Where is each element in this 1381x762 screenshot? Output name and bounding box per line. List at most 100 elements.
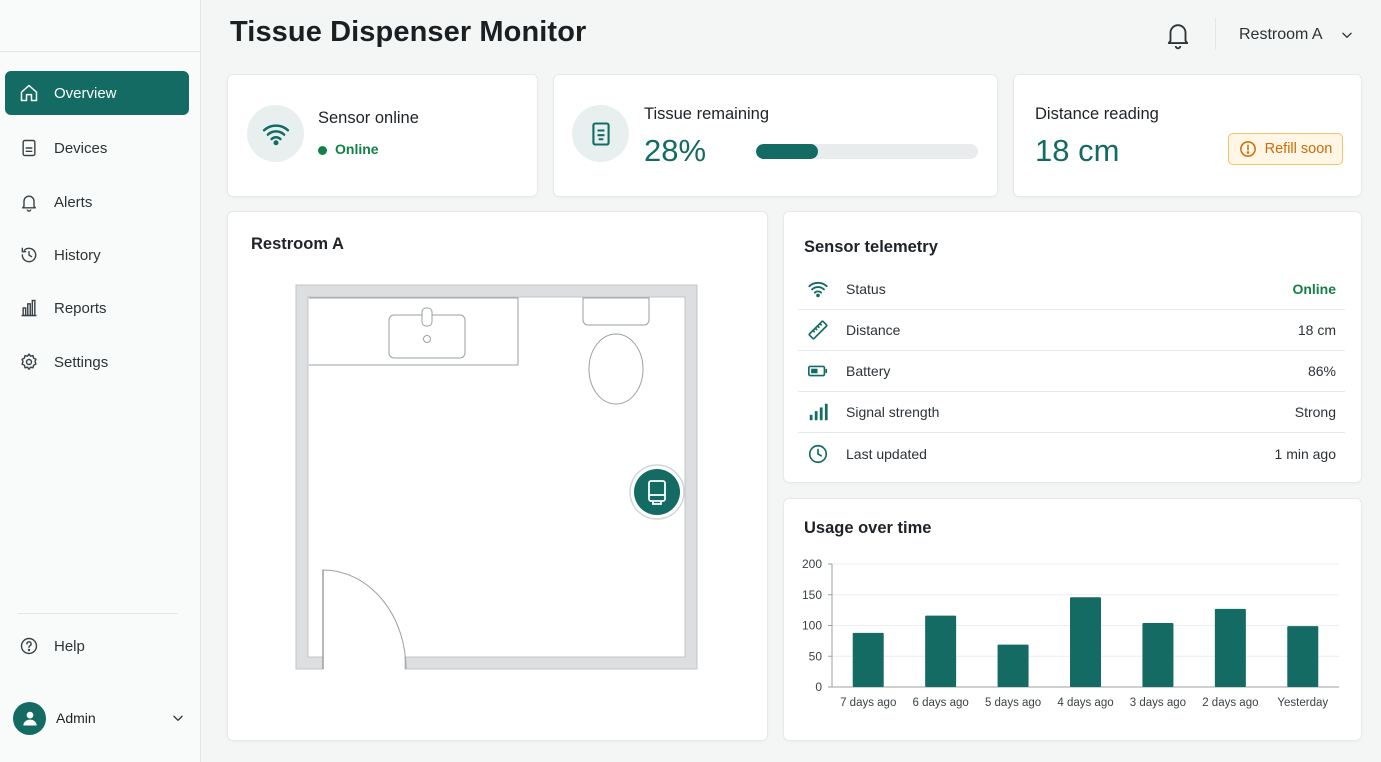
bar bbox=[1142, 623, 1174, 687]
user-icon bbox=[22, 711, 37, 726]
ruler-icon bbox=[808, 320, 828, 340]
location-select-value: Restroom A bbox=[1239, 26, 1323, 43]
sidebar: Overview Devices Alerts History Reports … bbox=[0, 0, 201, 762]
distance-reading-label: Distance reading bbox=[1035, 105, 1159, 123]
x-tick-label: 4 days ago bbox=[1057, 697, 1113, 709]
telemetry-row-status: Status Online bbox=[798, 269, 1345, 310]
online-dot bbox=[318, 145, 327, 155]
bar bbox=[1214, 608, 1246, 687]
sidebar-item-label: History bbox=[54, 246, 101, 264]
telemetry-row-distance: Distance 18 cm bbox=[798, 310, 1345, 351]
sensor-status-value: Online bbox=[335, 141, 379, 157]
refill-soon-badge: Refill soon bbox=[1228, 133, 1343, 165]
warning-icon bbox=[1239, 141, 1256, 157]
notifications-button[interactable] bbox=[1164, 20, 1192, 50]
y-tick-label: 100 bbox=[802, 619, 822, 633]
telemetry-label: Last updated bbox=[846, 445, 927, 462]
wifi-icon-circle bbox=[247, 105, 304, 162]
user-name: Admin bbox=[56, 710, 96, 726]
refill-soon-text: Refill soon bbox=[1264, 141, 1333, 157]
help-icon bbox=[20, 637, 38, 655]
bar bbox=[1070, 597, 1101, 687]
location-select[interactable]: Restroom A bbox=[1239, 22, 1354, 48]
bar bbox=[852, 632, 884, 687]
sidebar-item-label: Overview bbox=[54, 84, 117, 102]
door-swing bbox=[322, 569, 407, 670]
user-menu[interactable]: Admin bbox=[13, 701, 185, 735]
page-title: Tissue Dispenser Monitor bbox=[230, 16, 587, 48]
distance-reading-card: Distance reading 18 cm Refill soon bbox=[1013, 74, 1362, 197]
x-tick-label: 3 days ago bbox=[1130, 697, 1186, 709]
telemetry-row-battery: Battery 86% bbox=[798, 351, 1345, 392]
chevron-down-icon bbox=[1341, 32, 1352, 38]
sidebar-item-label: Alerts bbox=[54, 193, 93, 211]
y-tick-label: 50 bbox=[809, 649, 823, 663]
telemetry-label: Distance bbox=[846, 322, 901, 338]
toilet-tank bbox=[582, 297, 650, 326]
dispenser-icon bbox=[591, 121, 610, 146]
x-tick-label: 2 days ago bbox=[1202, 697, 1258, 709]
y-tick-label: 200 bbox=[802, 557, 822, 571]
sidebar-item-label: Reports bbox=[54, 299, 107, 317]
sidebar-item-alerts[interactable]: Alerts bbox=[5, 180, 189, 224]
bar-chart-icon bbox=[21, 299, 37, 317]
battery-icon bbox=[808, 365, 828, 377]
bar bbox=[997, 644, 1029, 687]
sidebar-item-label: Settings bbox=[54, 353, 109, 371]
dispenser-icon-circle bbox=[572, 105, 629, 162]
wifi-icon bbox=[808, 281, 828, 298]
telemetry-label: Battery bbox=[846, 363, 891, 379]
avatar bbox=[13, 701, 46, 735]
status-badge: Online bbox=[318, 141, 379, 157]
sidebar-item-overview[interactable]: Overview bbox=[5, 71, 189, 115]
dispenser-marker bbox=[634, 469, 680, 515]
sidebar-item-label: Devices bbox=[54, 139, 108, 157]
sidebar-item-history[interactable]: History bbox=[5, 233, 189, 277]
bell-icon bbox=[1167, 24, 1189, 50]
tissue-progress-fill bbox=[756, 144, 819, 159]
usage-chart-card: Usage over time 0 50 100 150 200 7 days ago 6 … bbox=[783, 498, 1362, 741]
telemetry-title: Sensor telemetry bbox=[804, 238, 938, 256]
telemetry-value: Online bbox=[1292, 281, 1336, 297]
x-tick-label: 7 days ago bbox=[840, 697, 896, 709]
wifi-icon bbox=[262, 123, 289, 145]
device-icon bbox=[22, 139, 36, 157]
telemetry-value: 86% bbox=[1307, 363, 1336, 379]
sidebar-item-devices[interactable]: Devices bbox=[5, 126, 189, 170]
clock-icon bbox=[808, 444, 828, 463]
floorplan-title: Restroom A bbox=[251, 235, 344, 253]
tissue-remaining-card: Tissue remaining 28% bbox=[553, 74, 998, 197]
sensor-status-card: Sensor online Online bbox=[227, 74, 538, 197]
y-tick-label: 150 bbox=[802, 588, 822, 602]
telemetry-row-last-updated: Last updated 1 min ago bbox=[798, 433, 1345, 474]
distance-reading-value: 18 cm bbox=[1035, 133, 1120, 168]
telemetry-label: Status bbox=[846, 281, 886, 297]
telemetry-row-signal: Signal strength Strong bbox=[798, 392, 1345, 433]
sensor-status-label: Sensor online bbox=[318, 109, 419, 127]
sidebar-item-settings[interactable]: Settings bbox=[5, 340, 189, 384]
tissue-remaining-value: 28% bbox=[644, 133, 707, 168]
drain bbox=[423, 335, 431, 343]
home-icon bbox=[20, 84, 38, 102]
tissue-progress-bar bbox=[756, 144, 978, 159]
sidebar-divider bbox=[0, 51, 200, 52]
sidebar-item-label: Help bbox=[54, 637, 85, 655]
telemetry-label: Signal strength bbox=[846, 404, 940, 420]
dispenser-icon bbox=[648, 480, 666, 505]
x-tick-label: 5 days ago bbox=[985, 697, 1041, 709]
toilet-bowl bbox=[588, 333, 644, 405]
x-tick-label: Yesterday bbox=[1277, 697, 1328, 709]
bar bbox=[1287, 626, 1319, 687]
usage-chart-title: Usage over time bbox=[804, 519, 932, 537]
tissue-remaining-label: Tissue remaining bbox=[644, 105, 770, 123]
sidebar-item-reports[interactable]: Reports bbox=[5, 286, 189, 330]
gear-icon bbox=[21, 353, 37, 370]
usage-bar-chart: 0 50 100 150 200 7 days ago 6 days ago 5 days a… bbox=[802, 557, 1339, 709]
floorplan-drawing bbox=[295, 284, 698, 670]
sidebar-item-help[interactable]: Help bbox=[5, 624, 189, 668]
bar bbox=[925, 615, 957, 687]
y-tick-label: 0 bbox=[815, 680, 822, 694]
bell-icon bbox=[22, 195, 36, 212]
header-divider bbox=[1215, 18, 1216, 50]
chevron-down-icon bbox=[173, 715, 183, 721]
